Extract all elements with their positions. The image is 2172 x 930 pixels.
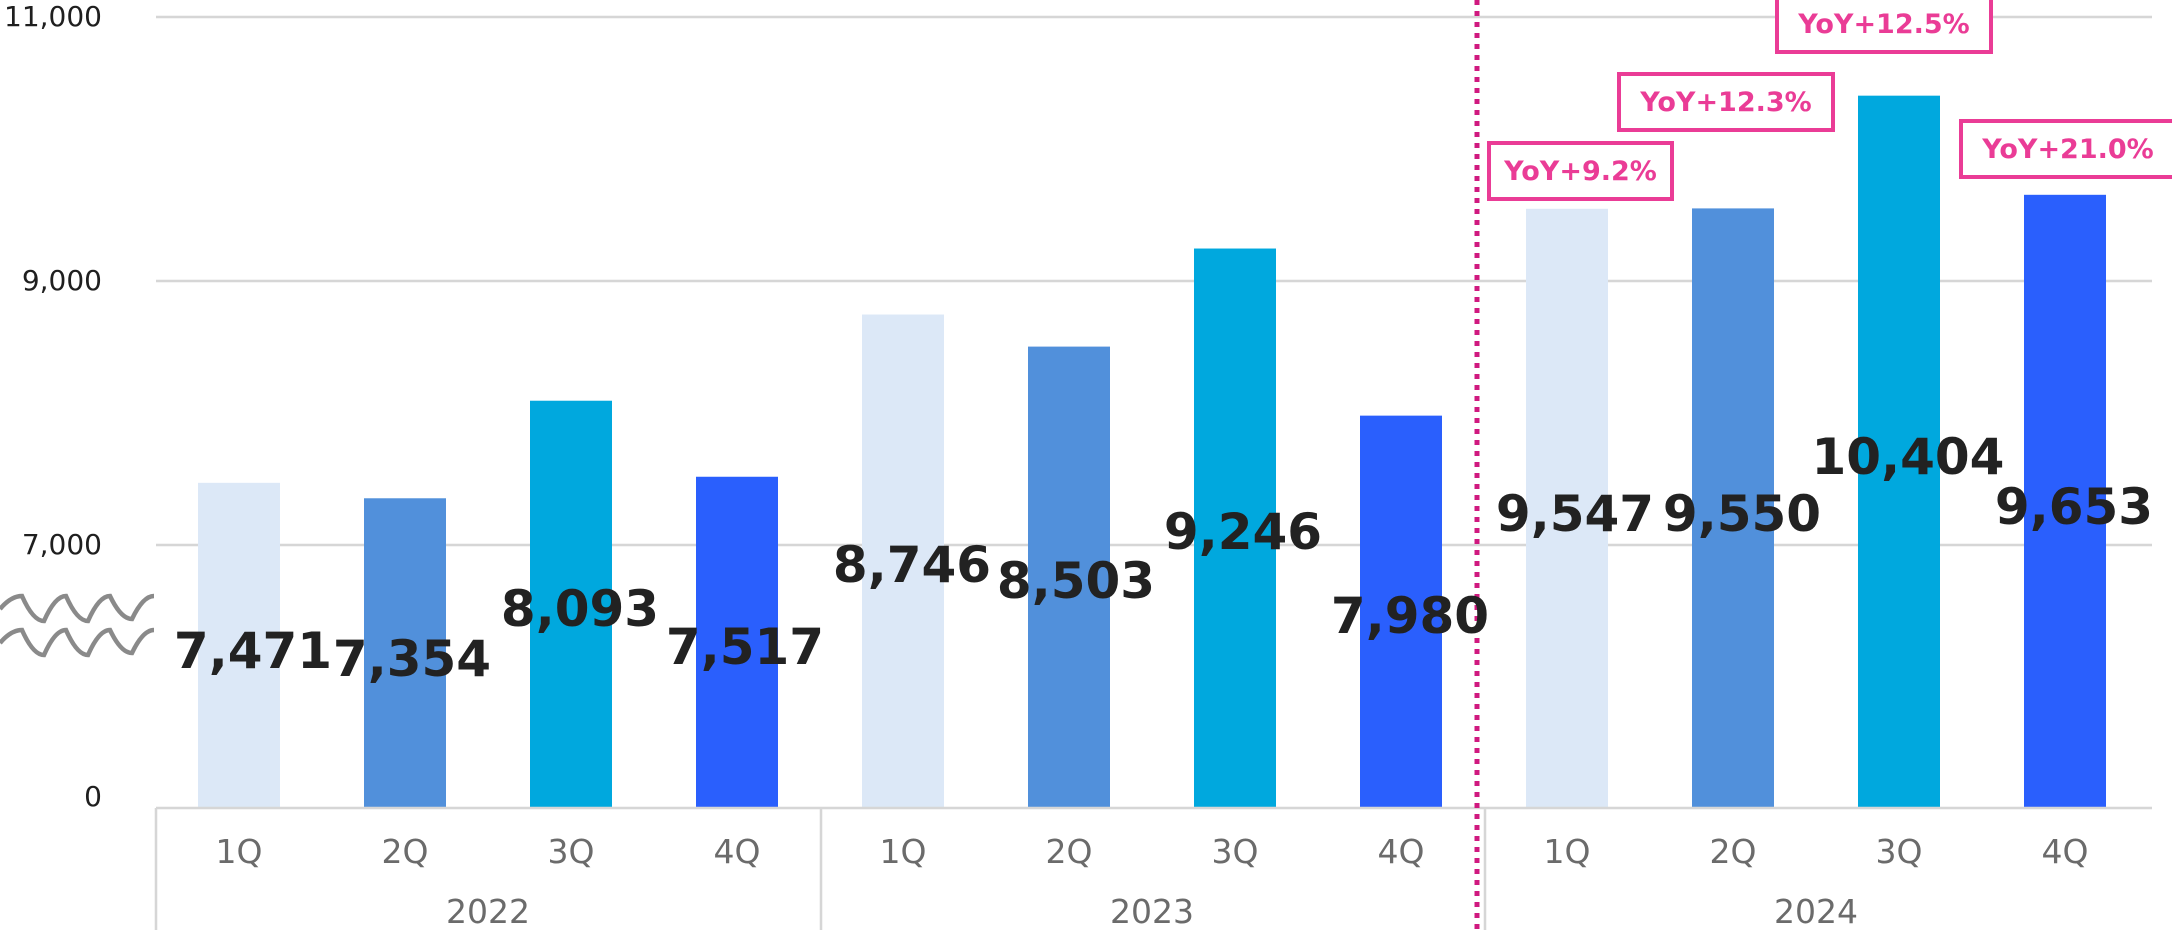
value-label: 7,517 [666,618,824,676]
bar-2024-3Q [1858,95,1940,808]
bars [198,95,2106,808]
yoy-callout-box [1775,0,1993,54]
bar-2024-4Q [2024,194,2106,808]
quarter-tick-label: 2Q [382,832,429,871]
y-tick-label: 9,000 [22,264,102,297]
value-label: 9,653 [1995,478,2153,536]
bar-2022-2Q [364,498,446,808]
axis-break-line [0,627,155,658]
quarter-tick-label: 3Q [1212,832,1259,871]
yoy-callout-box [1959,119,2172,179]
year-label: 2023 [1110,892,1194,930]
value-label: 8,093 [501,580,659,638]
value-label: 9,550 [1663,485,1821,543]
year-label: 2022 [446,892,530,930]
quarter-tick-label: 3Q [1876,832,1923,871]
category-axis: 1Q 2Q 3Q 4Q 2022 1Q 2Q 3Q 4Q 2023 1Q 2Q 3Q 4Q 2024 [154,0,2152,930]
quarter-tick-label: 1Q [216,832,263,871]
value-label: 9,547 [1496,485,1654,543]
bar-2023-4Q [1360,415,1442,808]
quarter-tick-label: 2Q [1046,832,1093,871]
bar-2023-3Q [1194,248,1276,808]
year-label: 2024 [1774,892,1858,930]
yoy-callout-box [1617,72,1835,132]
quarter-tick-label: 4Q [2042,832,2089,871]
yoy-label: YoY+12.5% [1797,9,1969,40]
value-label: 8,503 [997,552,1155,610]
y-tick-label: 7,000 [22,528,102,561]
value-label: 8,746 [833,536,991,594]
bar-2023-2Q [1028,346,1110,808]
axis-break-icon [0,593,155,658]
quarter-tick-label: 2Q [1710,832,1757,871]
quarter-tick-label: 1Q [880,832,927,871]
gridlines: 0 7,000 9,000 11,000 [4,0,2152,813]
bar-2023-1Q [862,314,944,808]
value-label: 9,246 [1164,503,1322,561]
yoy-label: YoY+9.2% [1503,156,1657,187]
quarter-tick-label: 1Q [1544,832,1591,871]
yoy-label: YoY+21.0% [1981,134,2153,165]
bar-2022-4Q [696,476,778,808]
yoy-label: YoY+12.3% [1639,87,1811,118]
value-label: 7,354 [333,630,491,688]
bar-2022-1Q [198,482,280,808]
bar-2024-1Q [1526,208,1608,808]
yoy-callout-box [1487,141,1674,201]
bar-2022-3Q [530,400,612,808]
axis-break-line [0,593,155,624]
quarter-tick-label: 4Q [1378,832,1425,871]
quarter-tick-label: 4Q [714,832,761,871]
value-label: 7,471 [174,622,332,680]
y-tick-label: 11,000 [4,0,102,33]
bar-2024-2Q [1692,208,1774,808]
value-label: 10,404 [1812,428,2005,486]
quarter-tick-label: 3Q [548,832,595,871]
value-label: 7,980 [1331,587,1489,645]
y-tick-label: 0 [84,780,102,813]
